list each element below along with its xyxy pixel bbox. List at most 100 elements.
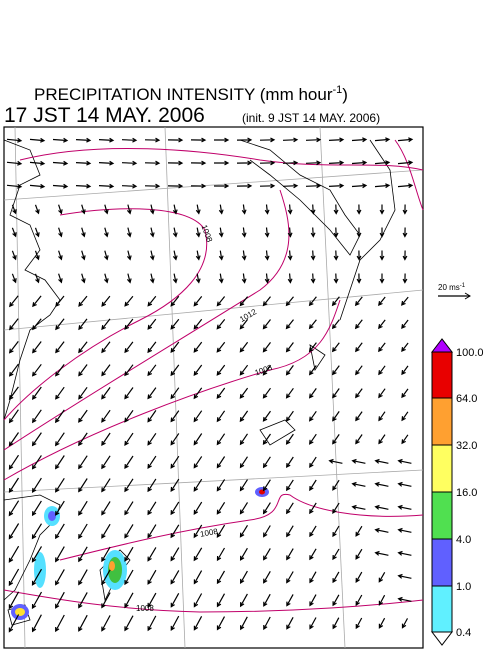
wind-arrow: [285, 342, 294, 353]
wind-arrow: [351, 137, 368, 143]
wind-arrow: [309, 502, 317, 515]
wind-arrow: [193, 318, 203, 330]
wind-arrow: [149, 204, 155, 215]
wind-arrow: [216, 593, 226, 608]
wind-arrow: [147, 318, 157, 330]
wind-arrow: [286, 548, 294, 561]
isobar: [394, 139, 424, 211]
wind-arrow: [193, 410, 203, 423]
wind-arrow: [397, 573, 412, 579]
wind-arrow: [286, 479, 294, 492]
wind-arrow: [402, 204, 408, 215]
wind-arrow: [78, 569, 88, 586]
coastline: [3, 139, 61, 421]
wind-arrow: [401, 618, 409, 629]
wind-arrow: [287, 204, 293, 215]
wind-arrow: [54, 432, 65, 447]
wind-arrow: [101, 592, 111, 609]
wind-arrow: [8, 591, 20, 610]
wind-arrow: [309, 594, 317, 607]
wind-arrow: [286, 594, 294, 607]
wind-arrow: [149, 273, 155, 284]
wind-arrow: [11, 250, 17, 261]
wind-arrow: [124, 409, 134, 423]
wind-arrow: [8, 432, 19, 447]
wind-arrow: [308, 342, 317, 353]
wind-arrow: [101, 478, 111, 493]
wind-arrow: [282, 137, 299, 143]
wind-arrow: [55, 477, 65, 493]
wind-arrow: [193, 570, 203, 585]
wind-arrow: [31, 546, 43, 563]
wind-arrow: [193, 433, 203, 446]
wind-arrow: [147, 592, 157, 608]
wind-arrow: [286, 617, 294, 630]
wind-arrow: [8, 409, 19, 424]
wind-arrow: [239, 296, 249, 307]
colorbar-label: 100.0: [456, 347, 484, 359]
colorbar-bin: [431, 538, 453, 587]
lat-line: [3, 169, 424, 201]
wind-arrow: [241, 204, 247, 215]
wind-arrow: [121, 160, 138, 166]
wind-arrow: [378, 572, 386, 583]
wind-arrow: [78, 614, 88, 632]
wind-arrow: [124, 455, 134, 470]
wind-arrow: [55, 295, 65, 307]
title-main: PRECIPITATION INTENSITY (mm hour: [34, 85, 333, 104]
wind-arrow: [6, 160, 23, 166]
wind-arrow: [309, 525, 317, 538]
isobar: [3, 299, 341, 481]
wind-arrow: [286, 525, 294, 538]
wind-arrow: [331, 342, 340, 353]
wind-arrow: [8, 614, 20, 633]
wind-arrow: [78, 409, 88, 423]
wind-arrow: [58, 250, 63, 261]
wind-arrow: [374, 481, 389, 487]
wind-arrow: [170, 615, 180, 632]
wind-arrow: [374, 458, 389, 464]
wind-arrow: [170, 501, 180, 516]
wind-arrow: [305, 160, 322, 166]
wind-arrow: [332, 411, 340, 422]
wind-arrow: [354, 319, 363, 330]
wind-arrow: [402, 273, 408, 284]
isobar: [3, 189, 290, 451]
wind-arrow: [310, 250, 316, 261]
wind-arrow: [101, 523, 111, 539]
wind-arrow: [31, 386, 42, 401]
wind-arrow: [355, 594, 363, 607]
isobar-label: 1008: [136, 604, 154, 613]
wind-arrow: [147, 387, 157, 400]
wind-arrow: [331, 365, 340, 376]
wind-arrow: [308, 365, 317, 376]
wind-arrow: [101, 546, 111, 563]
wind-arrow: [75, 160, 92, 166]
isobars: [3, 139, 424, 613]
wind-arrow: [103, 250, 109, 261]
wind-arrow: [195, 250, 201, 261]
precip-cell: [34, 552, 46, 588]
wind-arrow: [309, 456, 317, 468]
colorbar-bin: [431, 491, 453, 540]
wind-arrow: [332, 617, 340, 630]
wind-arrow: [170, 455, 180, 469]
wind-arrow: [147, 615, 157, 632]
wind-arrow: [355, 388, 363, 399]
wind-arrow: [355, 548, 363, 560]
wind-arrow: [55, 455, 65, 470]
wind-arrow: [124, 546, 134, 562]
wind-arrow: [8, 523, 20, 540]
wind-arrow: [149, 250, 155, 261]
wind-arrow: [286, 456, 294, 469]
wind-arrow: [401, 296, 409, 306]
wind-arrow: [101, 387, 111, 400]
wind-arrow: [378, 434, 386, 445]
wind-arrow: [239, 547, 248, 561]
wind-arrow: [170, 524, 180, 539]
colorbar-label: 32.0: [456, 440, 477, 452]
scale-label: 20 ms-1: [438, 283, 466, 292]
lon-line: [164, 126, 186, 649]
wind-arrow: [356, 250, 362, 261]
wind-arrow: [218, 204, 224, 215]
